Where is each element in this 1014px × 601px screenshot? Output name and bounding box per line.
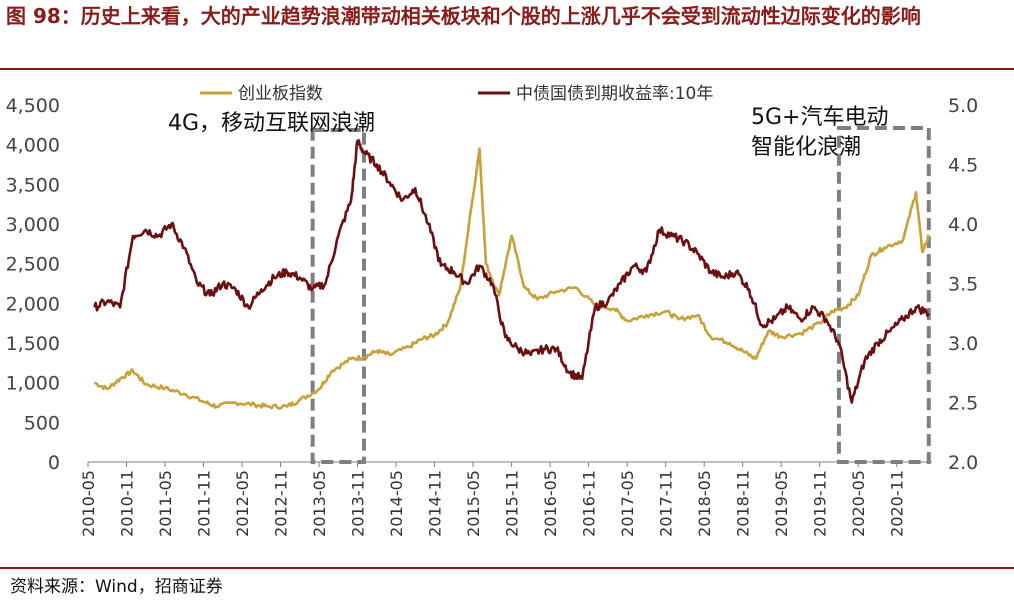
x-tick-label: 2018-11 (734, 470, 753, 537)
chart: 创业板指数 中债国债到期收益率:10年 2010-05 2010-11 2011-0… (6, 84, 979, 537)
legend-label-bond: 中债国债到期收益率:10年 (516, 84, 713, 104)
title-block: 图 98：历史上来看，大的产业趋势浪潮带动相关板块和个股的上涨几乎不会受到流动性… (6, 2, 1010, 31)
annotation-5g-line1: 5G+汽车电动 (751, 105, 888, 130)
y-left-tick-label: 2,000 (6, 293, 60, 315)
x-tick-label: 2014-05 (387, 470, 406, 537)
x-tick-label: 2018-05 (695, 470, 714, 537)
annotations: 4G，移动互联网浪潮 5G+汽车电动 智能化浪潮 (168, 105, 895, 160)
x-tick-label: 2014-11 (426, 470, 445, 537)
x-tick-label: 2011-11 (195, 470, 214, 537)
y-right-tick-label: 4.5 (948, 155, 978, 177)
annotation-5g-line2: 智能化浪潮 (751, 135, 861, 160)
series-line-gem (93, 147, 930, 410)
y-right-tick-label: 3.5 (948, 274, 978, 296)
y-left-tick-label: 1,500 (6, 333, 60, 355)
y-left-tick-label: 1,000 (6, 373, 60, 395)
x-tick-label: 2020-11 (888, 470, 907, 537)
y-right-tick-label: 3.0 (948, 333, 978, 355)
x-tick-label: 2015-11 (503, 470, 522, 537)
legend: 创业板指数 中债国债到期收益率:10年 (200, 84, 713, 104)
x-tick-label: 2019-11 (811, 470, 830, 537)
x-tick-label: 2012-11 (272, 470, 291, 537)
x-tick-label: 2019-05 (772, 470, 791, 537)
x-tick-label: 2017-05 (618, 470, 637, 537)
y-left-tick-label: 4,000 (6, 135, 60, 157)
x-tick-label: 2015-05 (464, 470, 483, 537)
x-axis: 2010-05 2010-11 2011-05 2011-11 2012-05 2012-… (79, 461, 932, 537)
y-right-tick-label: 5.0 (948, 95, 978, 117)
y-axis-right: 2.0 2.5 3.0 3.5 4.0 4.5 5.0 (948, 95, 978, 474)
x-tick-label: 2010-05 (79, 470, 98, 537)
y-left-tick-label: 0 (48, 452, 60, 474)
highlight-box (310, 128, 366, 464)
x-tick-label: 2017-11 (657, 470, 676, 537)
legend-label-gem: 创业板指数 (238, 84, 323, 104)
y-left-tick-label: 2,500 (6, 254, 60, 276)
y-right-tick-label: 4.0 (948, 214, 978, 236)
title-divider (0, 68, 1014, 70)
source-note: 资料来源：Wind，招商证券 (10, 577, 223, 597)
y-axis-left: 0 500 1,000 1,500 2,000 2,500 3,000 3,500 4,000 4… (6, 95, 60, 474)
y-left-tick-label: 500 (24, 412, 60, 434)
x-tick-label: 2016-05 (541, 470, 560, 537)
x-tick-label: 2013-05 (310, 470, 329, 537)
y-left-tick-label: 3,500 (6, 174, 60, 196)
annotation-4g: 4G，移动互联网浪潮 (168, 111, 375, 136)
x-tick-label: 2010-11 (118, 470, 137, 537)
series-line-bond (93, 139, 930, 404)
source-divider (0, 567, 1014, 569)
series-lines (93, 139, 930, 410)
annotation-5g: 5G+汽车电动 智能化浪潮 (751, 105, 895, 160)
x-tick-label: 2020-05 (849, 470, 868, 537)
y-right-tick-label: 2.5 (948, 393, 978, 415)
highlight-box (836, 126, 931, 464)
y-left-tick-label: 3,000 (6, 214, 60, 236)
figure-title: 图 98：历史上来看，大的产业趋势浪潮带动相关板块和个股的上涨几乎不会受到流动性… (6, 4, 921, 28)
x-tick-label: 2013-11 (349, 470, 368, 537)
x-tick-label: 2011-05 (156, 470, 175, 537)
x-tick-label: 2016-11 (580, 470, 599, 537)
y-right-tick-label: 2.0 (948, 452, 978, 474)
highlight-boxes (310, 126, 931, 464)
x-tick-label: 2012-05 (233, 470, 252, 537)
y-left-tick-label: 4,500 (6, 95, 60, 117)
